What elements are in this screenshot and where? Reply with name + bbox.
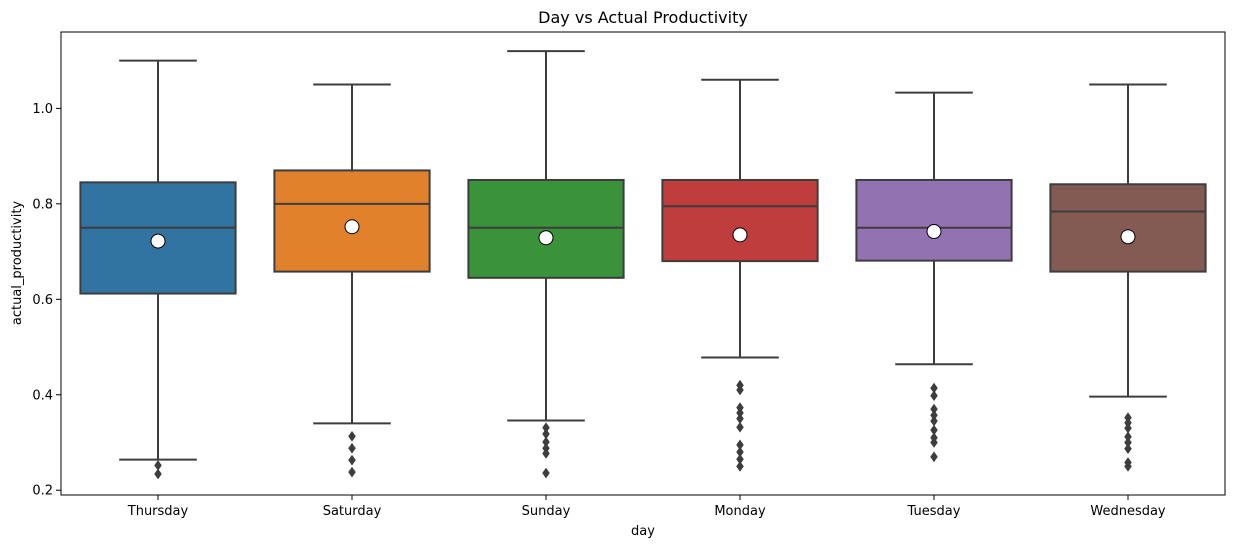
outlier-point — [930, 390, 938, 402]
plot-frame — [60, 31, 1226, 496]
outlier-point — [348, 454, 356, 466]
x-tick-label: Saturday — [323, 504, 382, 519]
y-tick-label: 0.2 — [32, 484, 53, 499]
box-plot-series — [79, 50, 1207, 480]
x-tick-label: Monday — [714, 504, 766, 519]
box-wednesday — [1049, 83, 1207, 472]
mean-marker — [926, 224, 942, 240]
outlier-point — [154, 468, 162, 480]
y-tick-label: 0.8 — [32, 197, 53, 212]
y-tick-label: 0.6 — [32, 293, 53, 308]
mean-marker — [1120, 229, 1136, 245]
x-tick-label: Wednesday — [1090, 504, 1166, 519]
outlier-point — [736, 460, 744, 472]
x-tick-label: Thursday — [127, 504, 189, 519]
box-sunday — [467, 50, 625, 479]
outlier-point — [930, 437, 938, 448]
mean-marker — [344, 219, 360, 235]
outlier-point — [736, 384, 744, 396]
outlier-point — [542, 467, 550, 479]
outlier-point — [348, 442, 356, 454]
outlier-point — [1124, 443, 1132, 455]
y-axis: 0.2 0.4 0.6 0.8 1.0 — [32, 102, 61, 499]
outlier-point — [348, 466, 356, 478]
chart-title: Day vs Actual Productivity — [538, 8, 748, 27]
outlier-point — [930, 451, 938, 463]
mean-marker — [150, 233, 166, 249]
x-axis: Thursday Saturday Sunday Monday Tuesday Wedne… — [127, 495, 1166, 519]
mean-marker — [538, 230, 554, 246]
x-axis-label: day — [631, 524, 655, 539]
box-monday — [661, 78, 819, 472]
outlier-point — [736, 421, 744, 433]
iqr-box — [467, 178, 625, 279]
mean-marker — [732, 227, 748, 243]
y-tick-label: 1.0 — [32, 102, 53, 117]
box-saturday — [273, 83, 431, 478]
box-tuesday — [855, 91, 1013, 463]
y-tick-label: 0.4 — [32, 388, 53, 403]
x-tick-label: Sunday — [522, 504, 571, 519]
iqr-box — [661, 178, 819, 263]
outlier-point — [930, 415, 938, 427]
box-thursday — [79, 59, 237, 480]
outlier-point — [1124, 460, 1132, 472]
outlier-point — [542, 448, 550, 459]
x-tick-label: Tuesday — [907, 504, 961, 519]
outlier-point — [348, 430, 356, 442]
iqr-box — [855, 178, 1013, 262]
y-axis-label: actual_productivity — [10, 201, 25, 326]
iqr-box — [1049, 183, 1207, 273]
